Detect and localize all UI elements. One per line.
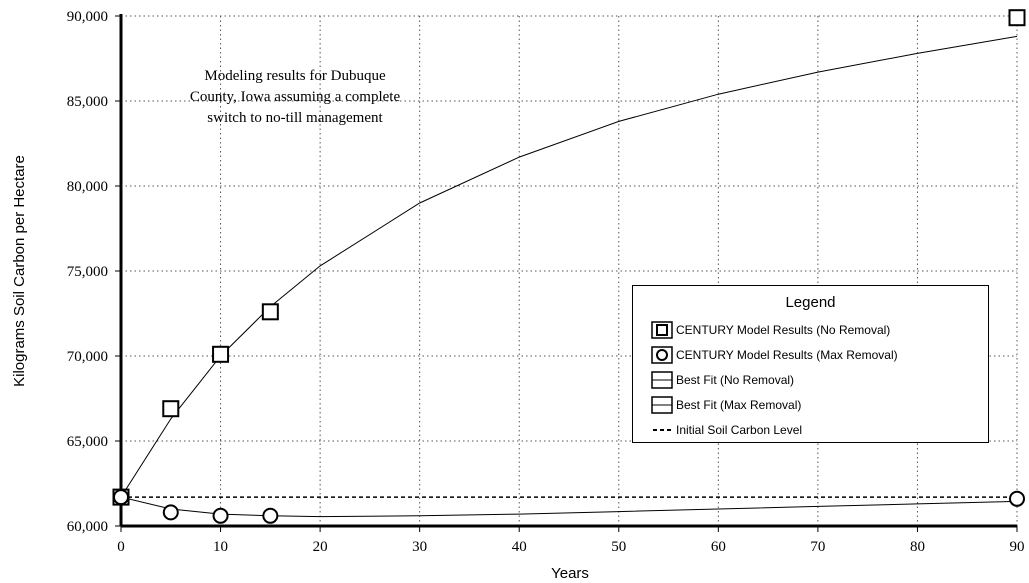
best-fit-line <box>120 35 1018 498</box>
square-marker <box>261 303 279 321</box>
y-tick-label: 90,000 <box>67 9 108 25</box>
legend-item: CENTURY Model Results (No Removal) <box>633 317 988 342</box>
square-marker <box>212 345 230 363</box>
legend-item: Initial Soil Carbon Level <box>633 417 988 442</box>
x-tick-label: 90 <box>1010 539 1025 555</box>
y-tick-label: 75,000 <box>67 264 108 280</box>
y-axis-label: Kilograms Soil Carbon per Hectare <box>11 155 28 387</box>
annotation-line: switch to no-till management <box>207 110 383 126</box>
circle-marker <box>212 507 229 524</box>
y-tick-labels: 60,000 65,000 70,000 75,000 80,000 85,000 90,0… <box>67 9 108 535</box>
solid-line-icon <box>651 395 673 414</box>
legend-item: Best Fit (Max Removal) <box>633 392 988 417</box>
legend: Legend CENTURY Model Results (No Removal… <box>632 285 989 443</box>
x-tick-label: 10 <box>213 539 228 555</box>
circle-marker <box>162 504 179 521</box>
square-marker-icon <box>651 320 673 339</box>
legend-item: CENTURY Model Results (Max Removal) <box>633 342 988 367</box>
chart-annotation: Modeling results for Dubuque County, Iow… <box>150 66 440 129</box>
square-marker <box>162 400 180 418</box>
legend-label: CENTURY Model Results (Max Removal) <box>676 347 898 362</box>
axes <box>115 14 1018 532</box>
annotation-line: Modeling results for Dubuque <box>204 68 386 84</box>
legend-item: Best Fit (No Removal) <box>633 367 988 392</box>
series-markers <box>112 9 1026 524</box>
solid-line-icon <box>651 370 673 389</box>
dashed-line-icon <box>653 428 672 431</box>
annotation-line: County, Iowa assuming a complete <box>189 89 401 105</box>
legend-label: Best Fit (No Removal) <box>676 372 795 387</box>
legend-title: Legend <box>785 294 836 311</box>
x-tick-label: 60 <box>711 539 726 555</box>
x-tick-label: 20 <box>313 539 328 555</box>
y-tick-label: 65,000 <box>67 434 108 450</box>
series-lines <box>120 35 1018 518</box>
circle-marker-icon <box>651 345 673 364</box>
circle-marker <box>262 507 279 524</box>
x-tick-label: 0 <box>117 539 125 555</box>
y-tick-label: 85,000 <box>67 94 108 110</box>
y-tick-label: 80,000 <box>67 179 108 195</box>
x-tick-labels: 0 10 20 30 40 50 60 70 80 90 <box>117 539 1024 555</box>
x-tick-label: 30 <box>412 539 427 555</box>
x-tick-label: 50 <box>611 539 626 555</box>
x-tick-label: 40 <box>512 539 527 555</box>
circle-marker <box>113 489 129 506</box>
x-axis-label: Years <box>551 565 589 582</box>
x-tick-label: 70 <box>810 539 825 555</box>
y-tick-label: 60,000 <box>67 519 108 535</box>
legend-label: CENTURY Model Results (No Removal) <box>676 322 891 337</box>
x-tick-label: 80 <box>910 539 925 555</box>
square-marker <box>1008 9 1026 27</box>
legend-label: Initial Soil Carbon Level <box>676 422 803 437</box>
circle-marker <box>1009 490 1025 507</box>
best-fit-line <box>120 496 1018 518</box>
legend-label: Best Fit (Max Removal) <box>676 397 802 412</box>
y-tick-label: 70,000 <box>67 349 108 365</box>
grid <box>121 15 1018 526</box>
